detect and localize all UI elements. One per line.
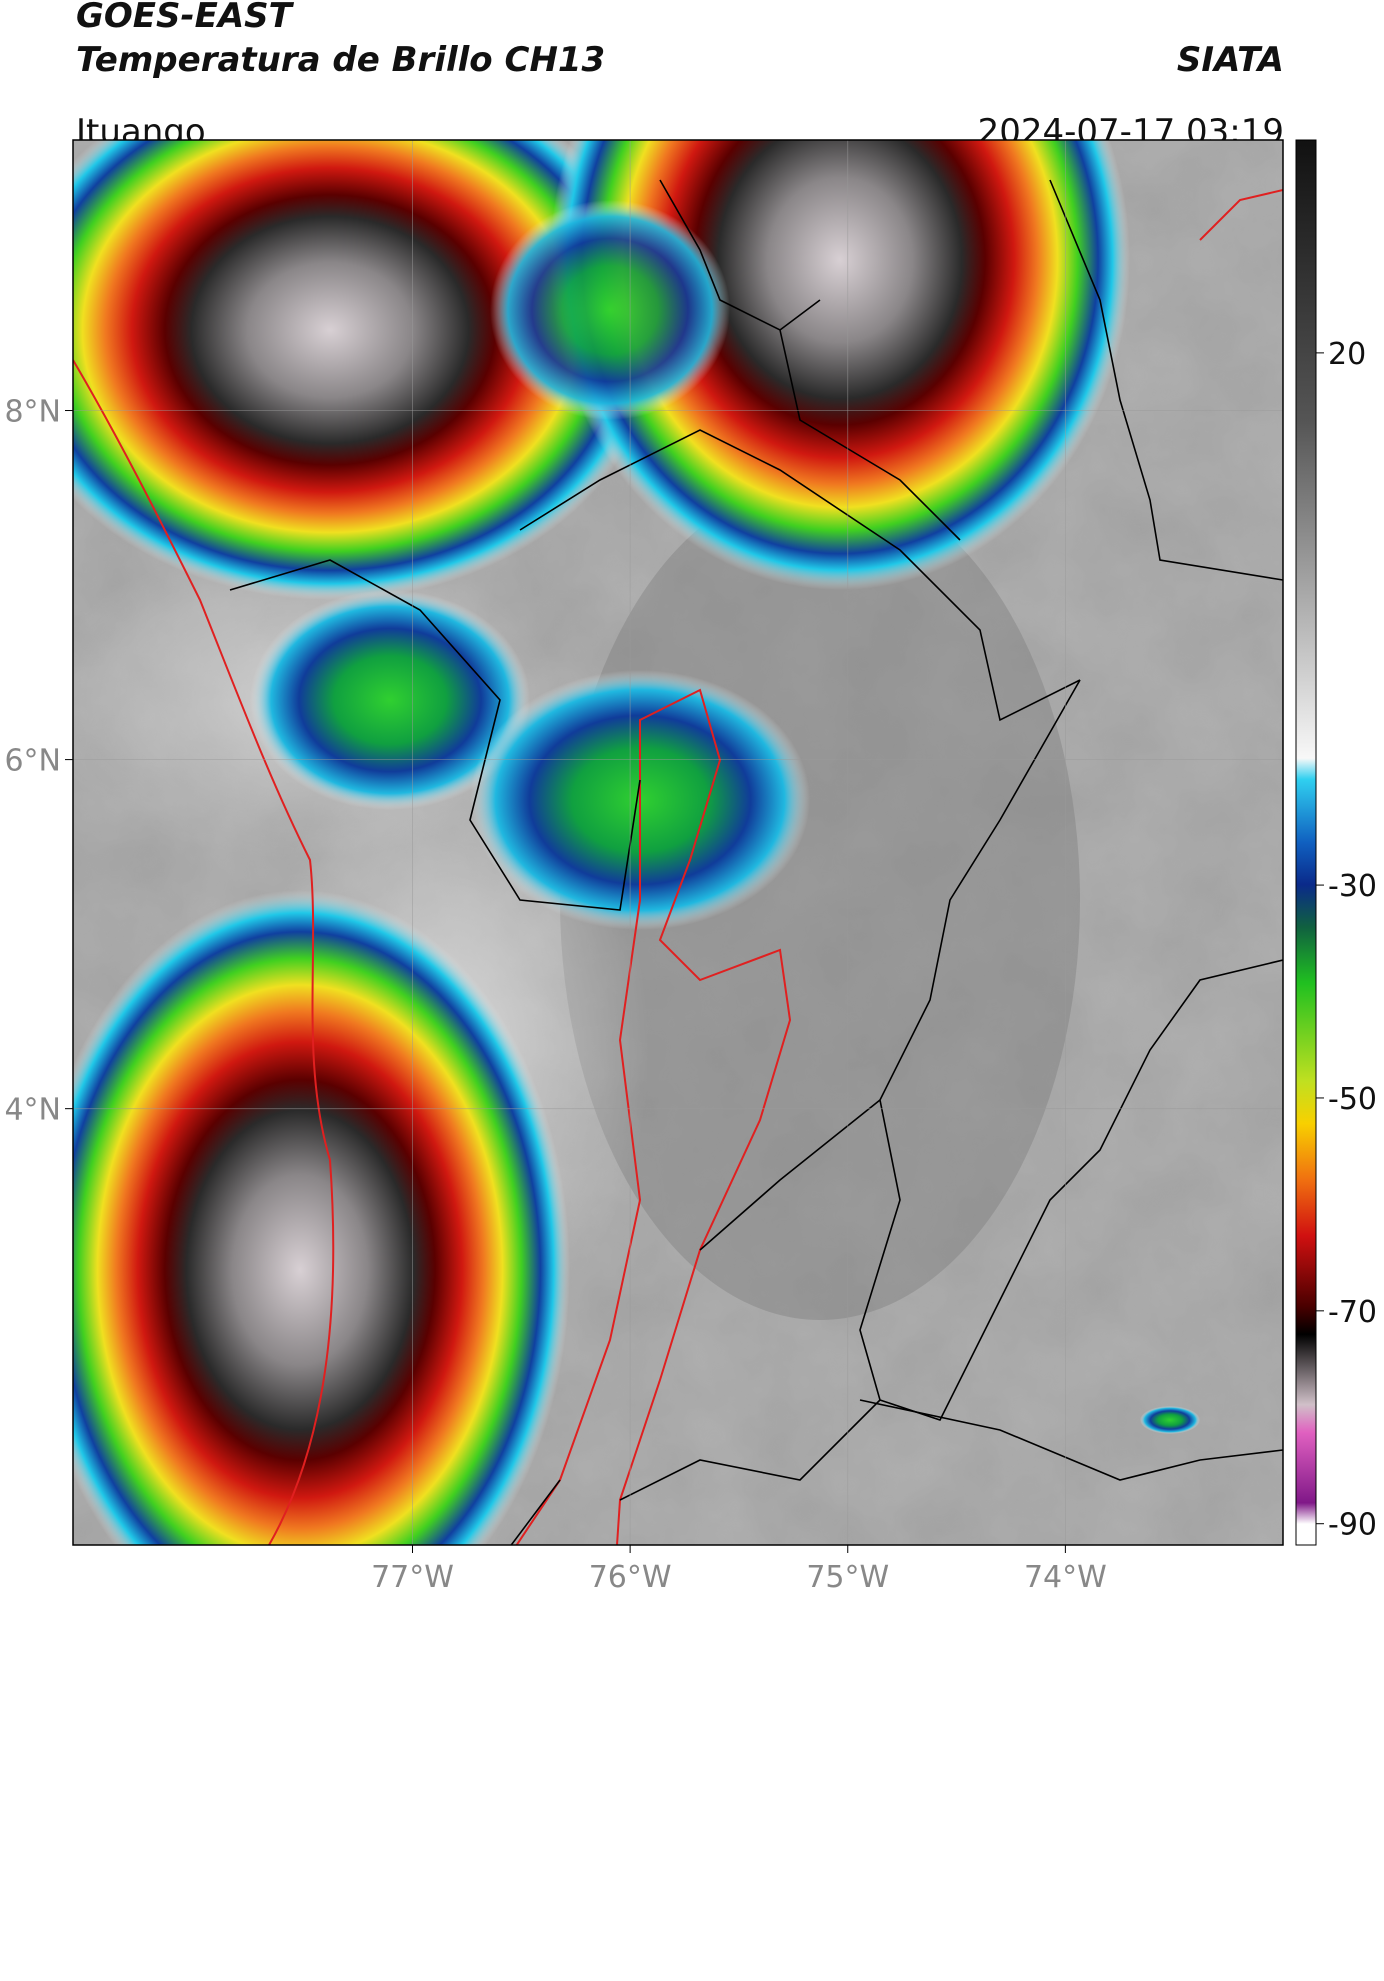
colorbar-tick-label: -70 — [1328, 1295, 1377, 1330]
subtitle: Temperatura de Brillo CH13 — [76, 40, 606, 80]
colorbar-tick-label: -30 — [1328, 869, 1377, 904]
satellite-image — [73, 140, 1283, 1545]
map-frame — [72, 139, 1284, 1546]
colorbar — [1295, 139, 1317, 1546]
lon-tick-label: 74°W — [1024, 1560, 1107, 1595]
graticule: 8°N 6°N 4°N 77°W 76°W 75°W 74°W — [4, 140, 1283, 1595]
title: GOES-EAST — [76, 0, 292, 36]
colorbar-tick-label: 20 — [1328, 337, 1366, 372]
colorbar-tick-label: -90 — [1328, 1508, 1377, 1543]
lat-tick-label: 8°N — [4, 395, 61, 430]
colorbar-axis: 20 -30 -50 -70 -90 — [1316, 337, 1377, 1543]
lon-tick-label: 77°W — [371, 1560, 454, 1595]
colorbar-tick-label: -50 — [1328, 1082, 1377, 1117]
source: SIATA — [1176, 40, 1284, 80]
lon-tick-label: 75°W — [806, 1560, 889, 1595]
lat-tick-label: 6°N — [4, 744, 61, 779]
lat-tick-label: 4°N — [4, 1093, 61, 1128]
lon-tick-label: 76°W — [589, 1560, 672, 1595]
